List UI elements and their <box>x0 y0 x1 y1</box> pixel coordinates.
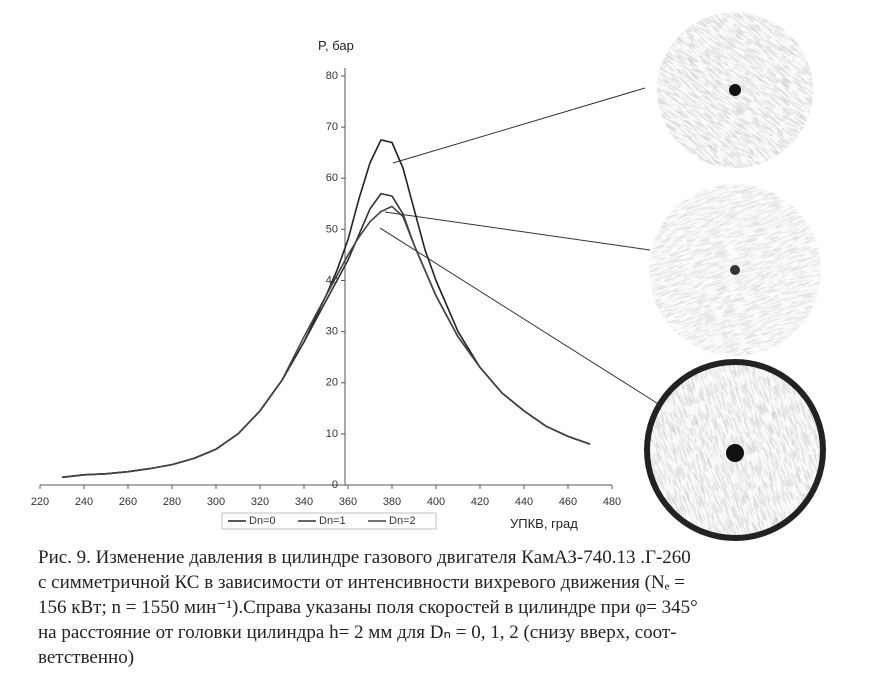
x-tick-label: 440 <box>515 496 533 508</box>
legend-label: Dn=1 <box>319 515 346 527</box>
caption-line: Рис. 9. Изменение давления в цилиндре га… <box>38 547 691 568</box>
x-tick-label: 240 <box>75 496 93 508</box>
y-tick-label: 10 <box>326 428 338 440</box>
velocity-fields <box>644 12 826 541</box>
x-tick-label: 420 <box>471 496 489 508</box>
y-tick-label: 80 <box>326 70 338 82</box>
y-tick-label: 70 <box>326 121 338 133</box>
legend-label: Dn=2 <box>389 515 416 527</box>
x-tick-label: 260 <box>119 496 137 508</box>
x-tick-label: 320 <box>251 496 269 508</box>
y-tick-label: 0 <box>332 479 338 491</box>
x-tick-label: 460 <box>559 496 577 508</box>
series-line <box>61 205 591 479</box>
y-axis-label: P, бар <box>318 38 354 53</box>
x-tick-label: 340 <box>295 496 313 508</box>
x-tick-label: 280 <box>163 496 181 508</box>
caption-line: на расстояние от головки цилиндра h= 2 м… <box>38 622 677 643</box>
caption-line: ветственно) <box>38 647 134 668</box>
series-line <box>61 139 591 479</box>
y-tick-label: 20 <box>326 377 338 389</box>
x-tick-label: 220 <box>31 496 49 508</box>
caption: Рис. 9. Изменение давления в цилиндре га… <box>38 547 698 668</box>
x-tick-label: 380 <box>383 496 401 508</box>
legend-label: Dn=0 <box>249 515 276 527</box>
caption-line: 156 кВт; n = 1550 мин⁻¹).Справа указаны … <box>38 597 698 618</box>
y-tick-label: 30 <box>326 326 338 338</box>
x-axis-label: УПКВ, град <box>510 516 578 531</box>
connectors <box>379 87 661 406</box>
x-tick-label: 300 <box>207 496 225 508</box>
x-tick-label: 480 <box>603 496 621 508</box>
x-tick-label: 400 <box>427 496 445 508</box>
y-tick-label: 60 <box>326 172 338 184</box>
caption-line: с симметричной КС в зависимости от интен… <box>38 572 685 593</box>
x-tick-label: 360 <box>339 496 357 508</box>
y-tick-label: 50 <box>326 223 338 235</box>
legend-box <box>221 512 437 530</box>
